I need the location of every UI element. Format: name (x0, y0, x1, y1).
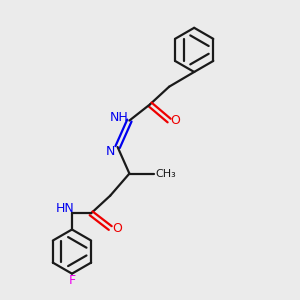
Text: O: O (171, 114, 181, 127)
Text: HN: HN (56, 202, 75, 215)
Text: CH₃: CH₃ (155, 169, 176, 178)
Text: NH: NH (110, 111, 128, 124)
Text: N: N (106, 145, 115, 158)
Text: O: O (112, 221, 122, 235)
Text: F: F (68, 274, 76, 286)
